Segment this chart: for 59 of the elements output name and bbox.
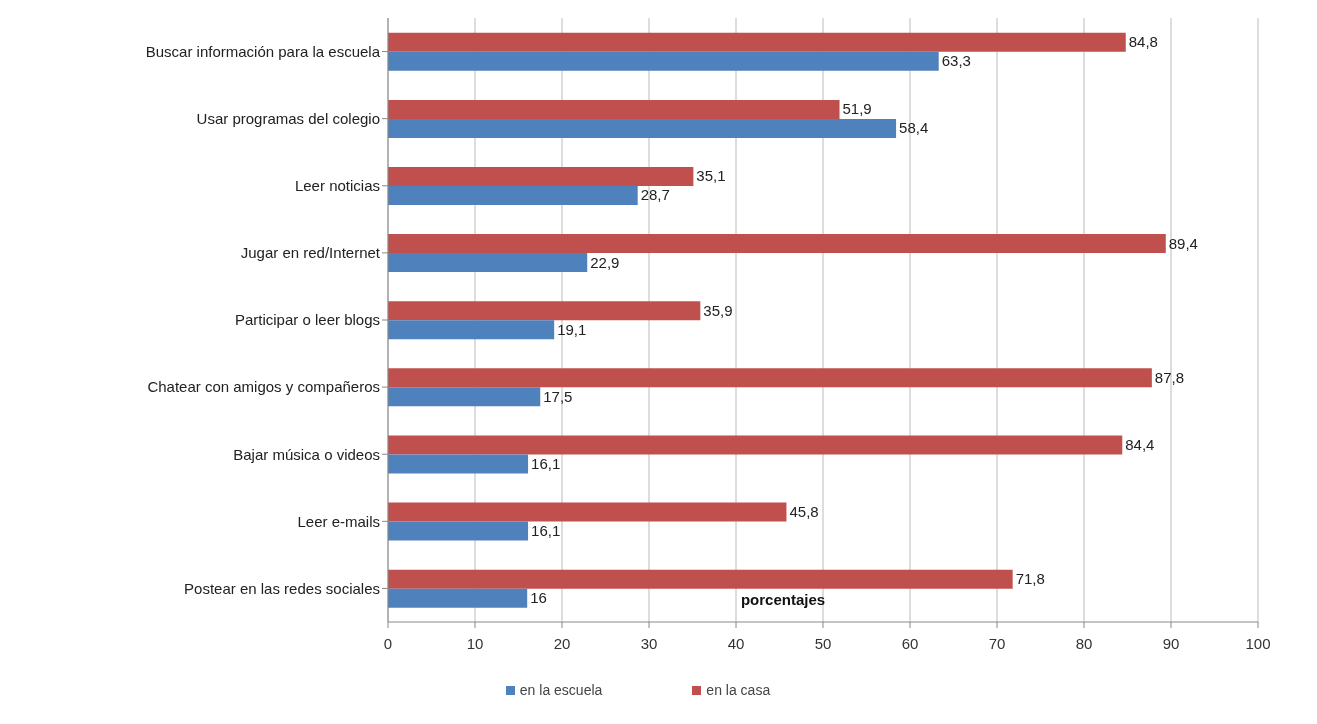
legend-label: en la escuela <box>518 682 603 698</box>
data-label: 84,4 <box>1125 435 1155 453</box>
legend-label: en la casa <box>705 682 771 698</box>
x-tick-label: 60 <box>901 634 919 652</box>
y-tick-label: Chatear con amigos y compañeros <box>147 378 380 396</box>
bar <box>388 435 1123 455</box>
data-label: 51,9 <box>842 100 872 118</box>
x-tick-label: 80 <box>1075 634 1093 652</box>
x-tick-label: 50 <box>814 634 832 652</box>
bar <box>388 454 529 474</box>
y-tick-label: Postear en las redes sociales <box>184 579 380 597</box>
bar <box>388 301 701 321</box>
bar <box>388 234 1166 254</box>
bar <box>388 166 694 186</box>
bar <box>388 32 1126 52</box>
data-label: 63,3 <box>941 52 971 70</box>
y-tick-label: Leer noticias <box>294 177 380 195</box>
bar <box>388 569 1013 589</box>
y-tick-label: Bajar música o videos <box>233 445 380 463</box>
bar <box>388 51 939 71</box>
data-label: 87,8 <box>1154 368 1185 386</box>
data-label: 16,1 <box>531 522 561 540</box>
data-label: 58,4 <box>899 119 929 137</box>
y-tick-label: Jugar en red/Internet <box>240 244 381 262</box>
bar <box>388 502 787 522</box>
data-label: 28,7 <box>640 186 670 204</box>
data-label: 35,1 <box>696 167 726 185</box>
data-label: 22,9 <box>590 253 620 271</box>
bar <box>388 588 528 608</box>
data-label: 71,8 <box>1015 570 1045 588</box>
data-label: 16,1 <box>531 454 561 472</box>
data-label: 16 <box>530 589 547 607</box>
x-tick-label: 100 <box>1245 634 1271 652</box>
bar <box>388 320 555 340</box>
bar <box>388 185 638 205</box>
data-label: 35,9 <box>703 301 733 319</box>
data-label: 84,8 <box>1128 33 1158 51</box>
bar <box>388 118 897 138</box>
bar <box>388 99 840 119</box>
data-label: 19,1 <box>557 320 587 338</box>
x-axis-title: porcentajes <box>740 590 826 608</box>
x-tick-label: 70 <box>988 634 1006 652</box>
bar <box>388 387 541 407</box>
bar <box>388 521 529 541</box>
x-tick-label: 0 <box>383 634 393 652</box>
bar <box>388 253 588 273</box>
y-tick-label: Buscar información para la escuela <box>145 42 381 60</box>
data-label: 89,4 <box>1168 234 1198 252</box>
data-label: 45,8 <box>789 503 819 521</box>
data-label: 17,5 <box>543 387 573 405</box>
x-tick-label: 10 <box>466 634 484 652</box>
bar <box>388 368 1152 388</box>
x-tick-label: 30 <box>640 634 658 652</box>
y-tick-label: Leer e-mails <box>297 512 380 530</box>
y-tick-label: Participar o leer blogs <box>234 311 380 329</box>
y-tick-label: Usar programas del colegio <box>196 109 380 127</box>
x-tick-label: 40 <box>727 634 745 652</box>
x-tick-label: 90 <box>1162 634 1180 652</box>
x-tick-label: 20 <box>553 634 571 652</box>
